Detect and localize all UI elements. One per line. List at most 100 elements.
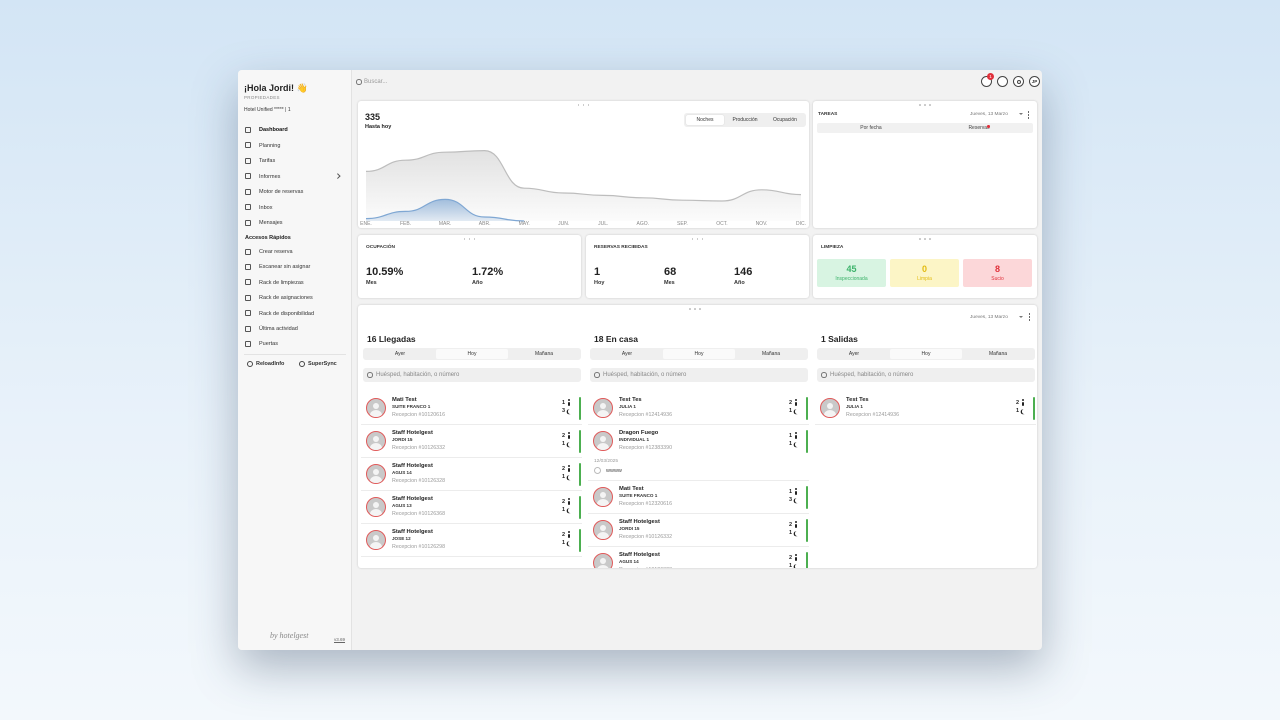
version[interactable]: v3.69 bbox=[334, 637, 346, 642]
guest-avatar bbox=[820, 398, 840, 418]
cleaning-tile[interactable]: 8 Sucio bbox=[963, 259, 1032, 287]
day-tab[interactable]: Hoy bbox=[663, 349, 735, 359]
search-icon bbox=[821, 372, 827, 378]
nav-label: Motor de reservas bbox=[259, 189, 304, 195]
more-menu[interactable] bbox=[1028, 313, 1031, 322]
nav-item[interactable]: Inbox bbox=[242, 202, 346, 213]
x-tick-label: FEB. bbox=[400, 221, 411, 227]
guest-row[interactable]: Test Tes JULIA 1 Recepcion #12414936 2 1 bbox=[588, 392, 809, 425]
guest-row[interactable]: Mati Test SUITE FRANCO 1 Recepcion #101206… bbox=[361, 392, 582, 425]
date-caret bbox=[1019, 316, 1023, 318]
dot bbox=[924, 238, 926, 240]
nav-item[interactable]: Tarifas bbox=[242, 155, 346, 166]
avatar-head bbox=[373, 534, 379, 541]
production-tab[interactable]: Noches bbox=[686, 115, 724, 125]
guest-row[interactable]: Mati Test SUITE FRANCO 1 Recepcion #123206… bbox=[588, 481, 809, 514]
toolbar-button[interactable] bbox=[1013, 76, 1024, 87]
status-bar bbox=[579, 430, 581, 453]
day-tab[interactable]: Ayer bbox=[848, 351, 860, 357]
nav-item[interactable]: Mensajes bbox=[242, 217, 346, 228]
quick-access-item[interactable]: Rack de limpiezas bbox=[242, 277, 346, 288]
production-tab[interactable]: Producción bbox=[732, 117, 758, 123]
nav-item[interactable]: Planning bbox=[242, 140, 346, 151]
guest-row[interactable]: Staff Hotelgest AGUS 13 Recepcion #1012636… bbox=[361, 491, 582, 524]
guest-search[interactable]: Huésped, habitación, o número bbox=[590, 368, 808, 382]
guest-adults: 2 bbox=[561, 466, 565, 472]
guest-reservation: Recepcion #12414936 bbox=[846, 412, 900, 418]
more-menu[interactable] bbox=[1027, 111, 1030, 120]
toolbar-button[interactable]: JP bbox=[1029, 76, 1040, 87]
guest-row[interactable]: Staff Hotelgest JORDI 15 Recepcion #101263… bbox=[361, 425, 582, 458]
tasks-date[interactable]: Jueves, 13 Marzo bbox=[970, 112, 1008, 117]
guest-search[interactable]: Huésped, habitación, o número bbox=[363, 368, 581, 382]
icon-body bbox=[1021, 401, 1025, 406]
action-icon bbox=[299, 361, 305, 367]
guest-name: Mati Test bbox=[619, 486, 644, 492]
avatar-head bbox=[600, 435, 606, 442]
lists-date[interactable]: Jueves, 13 Marzo bbox=[970, 315, 1008, 320]
guest-row[interactable]: Staff Hotelgest JOSE 12 Recepcion #1012629… bbox=[361, 524, 582, 557]
cleaning-tile[interactable]: 0 Limpia bbox=[890, 259, 959, 287]
cleaning-value: 45 bbox=[846, 264, 857, 274]
quick-access-item[interactable]: Rack de asignaciones bbox=[242, 292, 346, 303]
search-placeholder: Huésped, habitación, o número bbox=[603, 372, 687, 378]
production-subtitle: Hasta hoy bbox=[365, 124, 392, 130]
day-tab[interactable]: Hoy bbox=[436, 349, 508, 359]
quick-access-item[interactable]: Última actividad bbox=[242, 323, 346, 334]
icon-head bbox=[795, 554, 797, 556]
day-tab[interactable]: Ayer bbox=[394, 351, 406, 357]
nav-item[interactable]: Informes bbox=[242, 171, 346, 182]
action-button[interactable]: ReloadInfo bbox=[246, 359, 296, 369]
day-tab[interactable]: Hoy bbox=[890, 349, 962, 359]
quick-access-item[interactable]: Crear reserva bbox=[242, 246, 346, 257]
guest-column: 16 Llegadas Ayer Hoy Mañana Huésped, habitac… bbox=[361, 305, 583, 568]
action-button[interactable]: SuperSync bbox=[298, 359, 348, 369]
day-tab[interactable]: Mañana bbox=[988, 351, 1008, 357]
quick-access-item[interactable]: Puertas bbox=[242, 338, 346, 349]
guest-row[interactable]: Dragon Fuego INDIVIDUAL 1 Recepcion #12383… bbox=[588, 425, 809, 481]
cleaning-panel: LIMPIEZA 45 Inspeccionada 0 Limpia 8 Sucio bbox=[813, 235, 1037, 298]
nights-icon bbox=[795, 442, 800, 447]
guest-avatar bbox=[593, 520, 613, 540]
guest-row[interactable]: Test Tes JULIA 1 Recepcion #12414936 2 1 bbox=[815, 392, 1036, 425]
nav-item[interactable]: Dashboard bbox=[242, 124, 346, 135]
nights-icon bbox=[795, 564, 800, 568]
toolbar-button[interactable] bbox=[997, 76, 1008, 87]
stat-label: Mes bbox=[366, 280, 377, 286]
guest-avatar bbox=[593, 431, 613, 451]
avatar-head bbox=[600, 524, 606, 531]
action-icon bbox=[247, 361, 253, 367]
cleaning-tile[interactable]: 45 Inspeccionada bbox=[817, 259, 886, 287]
guest-nights: 1 bbox=[788, 563, 792, 568]
quick-access-label: Última actividad bbox=[259, 326, 298, 332]
tasks-tab[interactable]: Reservas bbox=[968, 125, 990, 131]
search-bar[interactable]: Buscar... bbox=[354, 76, 954, 89]
guest-room: SUITE FRANCO 1 bbox=[392, 404, 431, 409]
icon-head bbox=[795, 488, 797, 490]
nights-icon bbox=[568, 508, 573, 513]
properties-label: PROPIEDADES bbox=[244, 95, 280, 100]
quick-access-item[interactable]: Escanear sin asignar bbox=[242, 261, 346, 272]
guest-reservation: Recepcion #10126298 bbox=[392, 544, 446, 550]
status-bar bbox=[806, 397, 808, 420]
production-tab[interactable]: Ocupación bbox=[773, 117, 797, 123]
stat-value: 68 bbox=[664, 266, 677, 278]
guest-search[interactable]: Huésped, habitación, o número bbox=[817, 368, 1035, 382]
day-tab[interactable]: Mañana bbox=[534, 351, 554, 357]
guest-avatar bbox=[366, 464, 386, 484]
property-selector[interactable]: Hotel Unified ***** | 1 bbox=[244, 107, 291, 113]
x-tick-label: SEP. bbox=[677, 221, 688, 227]
tasks-tab[interactable]: Por fecha bbox=[860, 125, 882, 131]
quick-access-item[interactable]: Rack de disponibilidad bbox=[242, 308, 346, 319]
guest-adults: 1 bbox=[561, 400, 565, 406]
guest-row[interactable]: Staff Hotelgest JORDI 15 Recepcion #101263… bbox=[588, 514, 809, 547]
status-bar bbox=[579, 397, 581, 420]
toolbar-button[interactable] bbox=[981, 76, 992, 87]
app-window: ¡Hola Jordi! 👋 PROPIEDADES Hotel Unified *… bbox=[238, 70, 1042, 650]
day-tab[interactable]: Mañana bbox=[761, 351, 781, 357]
status-bar bbox=[806, 552, 808, 568]
day-tab[interactable]: Ayer bbox=[621, 351, 633, 357]
nav-item[interactable]: Motor de reservas bbox=[242, 186, 346, 197]
